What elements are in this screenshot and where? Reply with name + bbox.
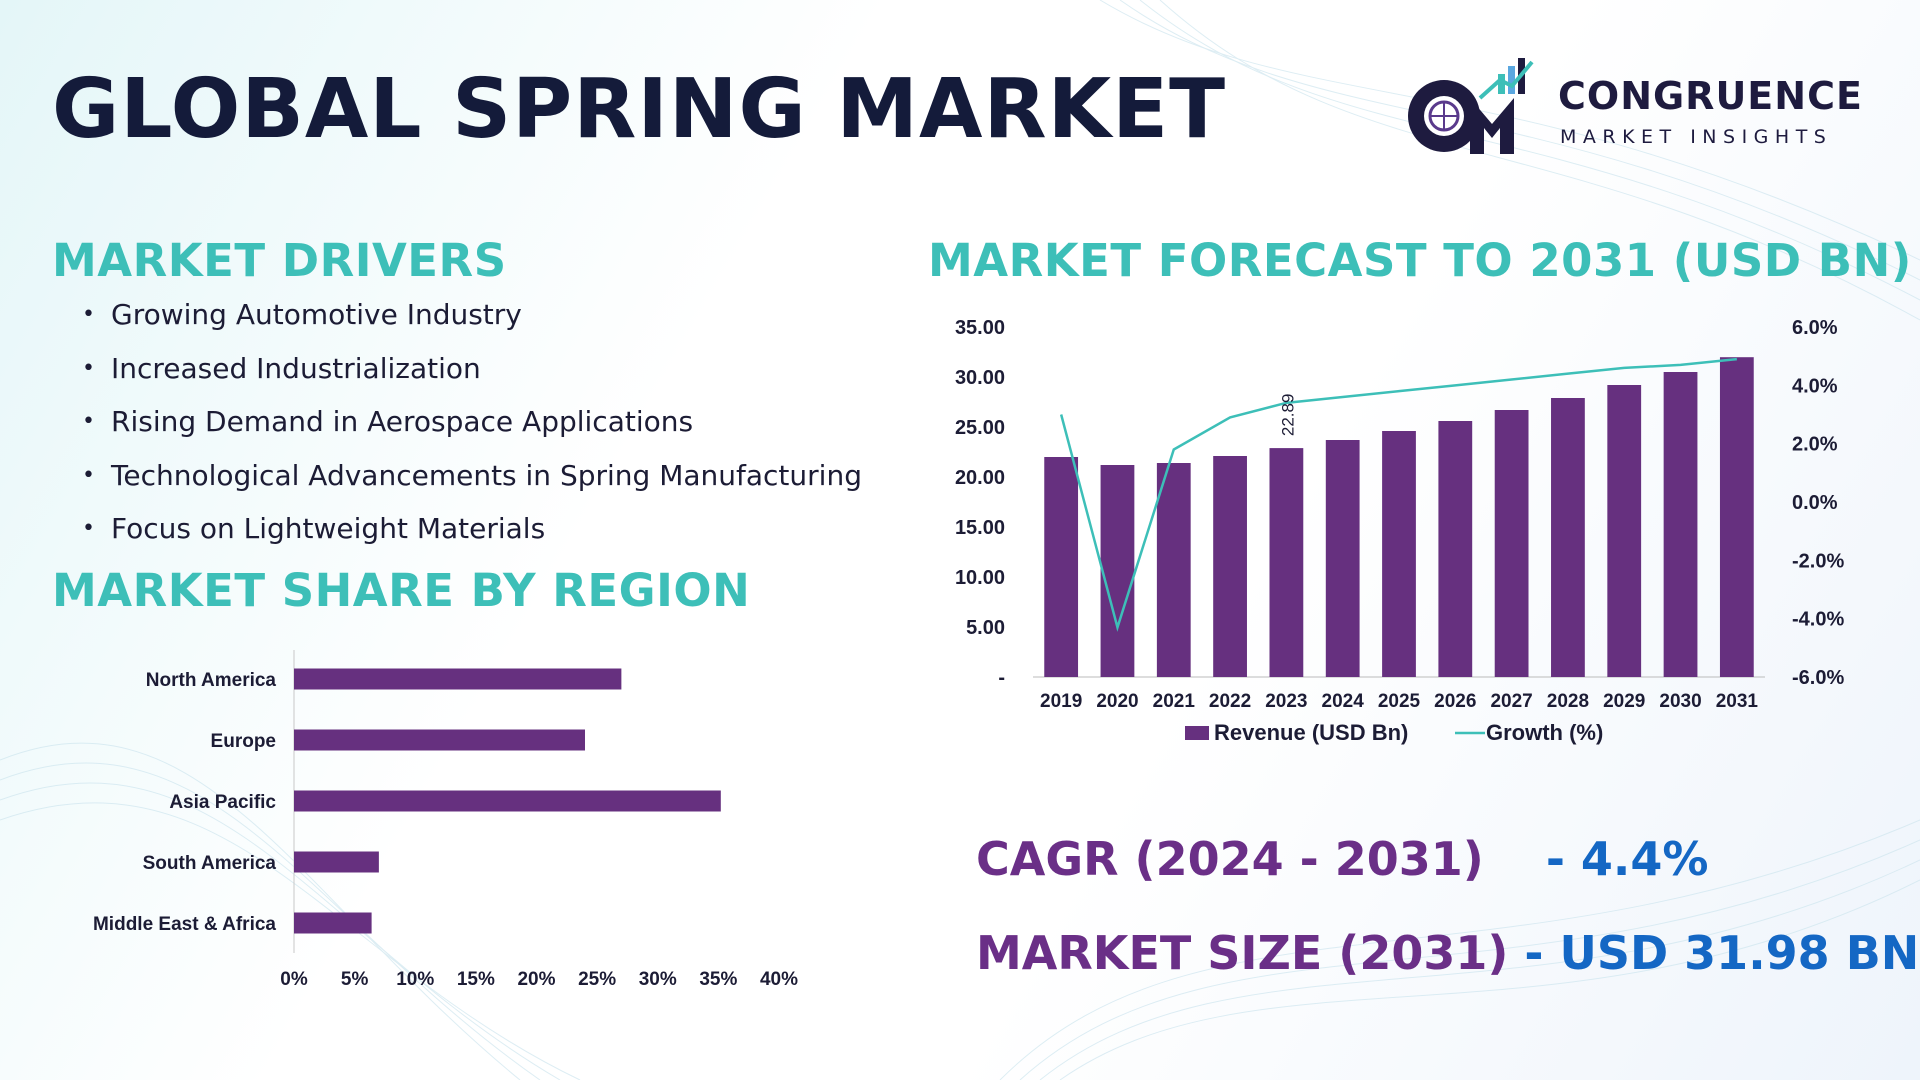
region-category-label: Europe [211,731,276,752]
x-tick-label: 2022 [1209,691,1251,712]
revenue-bar-2029 [1607,385,1642,677]
drivers-title: MARKET DRIVERS [52,234,507,287]
x-tick-label: 2030 [1659,691,1701,712]
right-axis-tick-label: -2.0% [1792,550,1844,572]
region-x-tick-label: 35% [699,969,737,990]
region-bar-north-america [294,668,622,690]
driver-item: • Focus on Lightweight Materials [80,506,862,560]
right-axis-tick-label: 4.0% [1792,375,1838,397]
region-title: MARKET SHARE BY REGION [52,564,751,617]
x-tick-label: 2019 [1040,691,1082,712]
revenue-bar-2022 [1213,456,1247,677]
region-x-tick-label: 5% [341,969,369,990]
legend-revenue-swatch [1185,726,1209,740]
bullet-icon: • [82,409,95,434]
cagr-stat: CAGR (2024 - 2031) - 4.4% [976,832,1709,886]
revenue-bar-2023 [1269,448,1304,677]
revenue-bar-2019 [1044,457,1079,677]
x-tick-label: 2029 [1603,691,1645,712]
x-tick-label: 2028 [1547,691,1589,712]
left-axis-tick-label: 25.00 [955,417,1005,439]
region-bar-asia-pacific [294,790,721,812]
region-category-label: North America [146,670,277,691]
logo-tagline: MARKET INSIGHTS [1560,126,1833,148]
market-size-label: MARKET SIZE (2031) [976,926,1509,980]
revenue-bar-2031 [1719,357,1754,677]
x-tick-label: 2031 [1716,691,1759,712]
legend-revenue-label: Revenue (USD Bn) [1214,720,1408,745]
logo-mark-icon [1408,58,1534,154]
revenue-bar-2024 [1325,440,1360,677]
region-share-chart: North America Europe Asia Pacific South Ame… [93,650,798,990]
market-size-stat: MARKET SIZE (2031) - USD 31.98 BN [976,926,1919,980]
bullet-icon: • [82,355,95,381]
revenue-bar-2020 [1100,465,1135,677]
region-x-tick-label: 30% [639,969,677,990]
logo: CONGRUENCE MARKET INSIGHTS [1400,54,1880,164]
x-tick-label: 2021 [1153,691,1196,712]
forecast-title: MARKET FORECAST TO 2031 (USD BN) [928,234,1912,287]
left-axis-tick-label: 5.00 [966,617,1005,639]
left-axis-tick-label: 15.00 [955,517,1005,539]
x-tick-label: 2025 [1378,691,1421,712]
left-axis-tick-label: 30.00 [955,367,1005,389]
drivers-list: • Growing Automotive Industry • Increased … [80,292,862,560]
revenue-bar-2021 [1156,463,1191,677]
right-axis-tick-label: -4.0% [1792,609,1844,631]
right-axis-tick-label: 2.0% [1792,434,1838,456]
market-size-value: - USD 31.98 BN [1524,926,1920,980]
driver-item: • Growing Automotive Industry [80,292,862,346]
x-tick-label: 2027 [1490,691,1532,712]
left-axis-tick-label: 20.00 [955,467,1005,489]
x-tick-label: 2020 [1096,691,1138,712]
driver-item: • Technological Advancements in Spring Ma… [80,453,862,507]
x-tick-label: 2026 [1434,691,1476,712]
region-x-tick-label: 20% [517,969,555,990]
cagr-label: CAGR (2024 - 2031) [976,832,1484,886]
revenue-bar-2027 [1494,410,1529,677]
region-x-tick-label: 10% [396,969,434,990]
region-category-label: South America [143,853,277,874]
region-x-tick-label: 40% [760,969,798,990]
region-category-label: Asia Pacific [169,792,276,813]
driver-item: • Rising Demand in Aerospace Applications [80,399,862,453]
region-category-label: Middle East & Africa [93,914,276,935]
left-axis-tick-label: 10.00 [955,567,1005,589]
region-bar-south-america [294,851,379,873]
region-bar-europe [294,729,585,751]
x-tick-label: 2023 [1265,691,1307,712]
driver-item: • Increased Industrialization [80,346,862,400]
legend-growth-label: Growth (%) [1486,720,1603,745]
region-x-tick-label: 25% [578,969,616,990]
bullet-icon: • [82,302,95,327]
bullet-icon: • [82,516,95,541]
forecast-chart: - 5.00 10.00 15.00 20.00 25.00 30.00 35.00 -6.0%… [955,317,1845,745]
left-axis-tick-label: - [998,667,1005,689]
revenue-bar-2026 [1438,421,1473,677]
revenue-bar-2030 [1663,372,1698,677]
revenue-bar-2028 [1551,398,1585,677]
right-axis-tick-label: -6.0% [1792,667,1844,689]
data-label: 22.89 [1278,394,1297,437]
right-axis-tick-label: 6.0% [1792,317,1838,339]
bullet-icon: • [82,462,95,488]
region-x-tick-label: 0% [280,969,308,990]
logo-name: CONGRUENCE [1558,74,1863,118]
page-title: GLOBAL SPRING MARKET [52,62,1227,157]
right-axis-tick-label: 0.0% [1792,492,1838,514]
growth-line [1059,357,1737,632]
revenue-bar-2025 [1382,431,1416,677]
cagr-value: - 4.4% [1545,832,1709,886]
region-bar-middle-east-africa [294,912,372,934]
left-axis-tick-label: 35.00 [955,317,1005,339]
region-x-tick-label: 15% [457,969,495,990]
x-tick-label: 2024 [1322,691,1365,712]
